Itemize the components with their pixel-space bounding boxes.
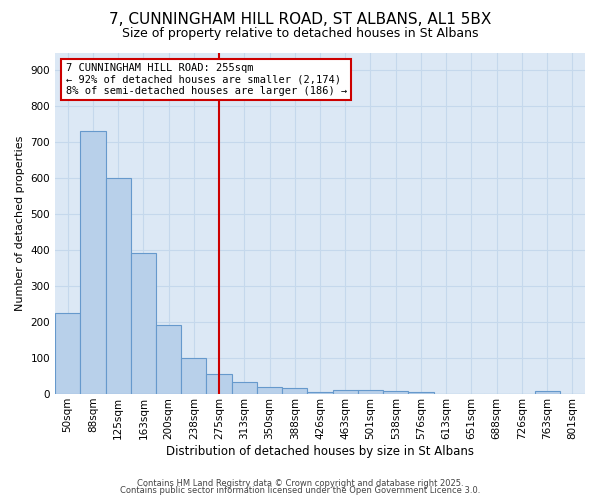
Title: 7, CUNNINGHAM HILL ROAD, ST ALBANS, AL1 5BX
Size of property relative to detache: 7, CUNNINGHAM HILL ROAD, ST ALBANS, AL1 … [0,499,1,500]
Bar [409,392,434,394]
Bar [55,313,80,394]
Y-axis label: Number of detached properties: Number of detached properties [15,136,25,311]
Bar [307,392,332,394]
Text: 7, CUNNINGHAM HILL ROAD, ST ALBANS, AL1 5BX: 7, CUNNINGHAM HILL ROAD, ST ALBANS, AL1 … [109,12,491,28]
Bar [156,324,181,394]
Bar [131,253,156,394]
Bar [106,178,131,394]
Text: Size of property relative to detached houses in St Albans: Size of property relative to detached ho… [122,28,478,40]
Bar [257,387,282,394]
Bar [181,358,206,394]
Bar [232,382,257,394]
Bar [80,130,106,394]
Bar [358,390,383,394]
Bar [206,374,232,394]
Text: Contains public sector information licensed under the Open Government Licence 3.: Contains public sector information licen… [120,486,480,495]
Bar [535,391,560,394]
Bar [332,390,358,394]
Text: 7 CUNNINGHAM HILL ROAD: 255sqm
← 92% of detached houses are smaller (2,174)
8% o: 7 CUNNINGHAM HILL ROAD: 255sqm ← 92% of … [65,62,347,96]
Text: Contains HM Land Registry data © Crown copyright and database right 2025.: Contains HM Land Registry data © Crown c… [137,478,463,488]
X-axis label: Distribution of detached houses by size in St Albans: Distribution of detached houses by size … [166,444,474,458]
Bar [282,388,307,394]
Bar [383,391,409,394]
